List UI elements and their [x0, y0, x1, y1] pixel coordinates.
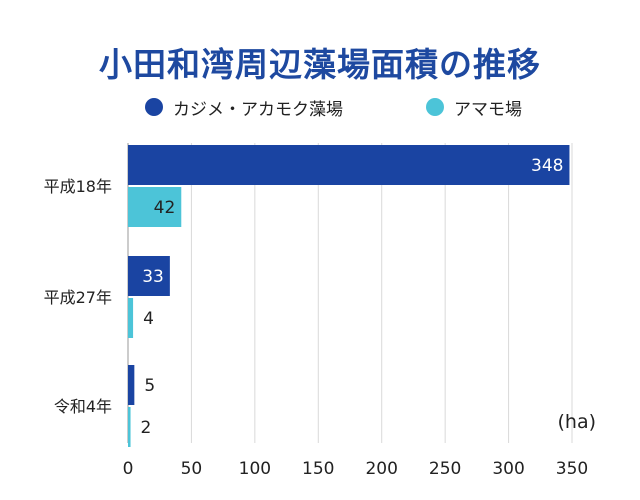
- x-tick-label: 300: [492, 459, 524, 479]
- chart-title: 小田和湾周辺藻場面積の推移: [99, 45, 541, 84]
- x-tick-label: 150: [302, 459, 334, 479]
- y-category-label: 令和4年: [54, 397, 112, 416]
- x-tick-label: 350: [556, 459, 588, 479]
- bar: [128, 407, 131, 447]
- x-tick-label: 0: [123, 459, 134, 479]
- unit-label: (ha): [557, 411, 596, 433]
- bar-value-label: 348: [531, 156, 563, 176]
- legend-label-amamo: アマモ場: [454, 99, 522, 120]
- bar-value-label: 33: [142, 267, 164, 287]
- bar: [128, 187, 182, 227]
- chart-legend: カジメ・アカモク藻場 アマモ場: [0, 95, 640, 120]
- bar-value-label: 5: [144, 376, 155, 396]
- x-tick-label: 100: [239, 459, 271, 479]
- bar: [128, 365, 135, 405]
- legend-label-kajime: カジメ・アカモク藻場: [173, 99, 343, 120]
- legend-swatch-amamo: [426, 98, 444, 116]
- bar-value-label: 2: [141, 418, 152, 438]
- bar: [128, 298, 134, 338]
- y-category-label: 平成18年: [44, 177, 112, 196]
- x-tick-label: 50: [181, 459, 203, 479]
- legend-item-kajime: カジメ・アカモク藻場: [145, 95, 343, 120]
- y-category-label: 平成27年: [44, 288, 112, 307]
- bar-value-label: 42: [154, 198, 176, 218]
- legend-item-amamo: アマモ場: [426, 95, 522, 120]
- bar-value-label: 4: [143, 309, 154, 329]
- bar: [128, 145, 570, 185]
- x-tick-label: 250: [429, 459, 461, 479]
- legend-swatch-kajime: [145, 98, 163, 116]
- x-tick-label: 200: [365, 459, 397, 479]
- bar: [128, 256, 170, 296]
